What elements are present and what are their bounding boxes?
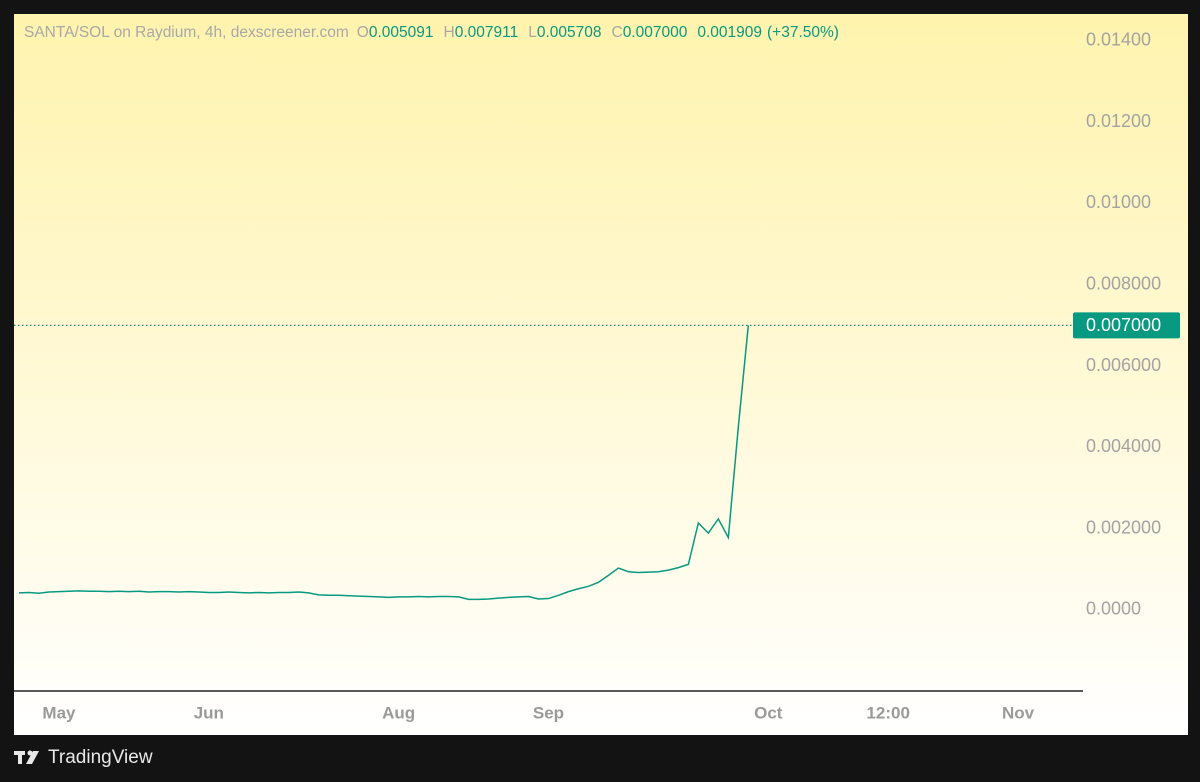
x-tick-label: Oct [754,703,783,722]
y-tick-label: 0.008000 [1086,273,1161,293]
title: SANTA/SOL on Raydium, 4h, dexscreener.co… [24,24,349,41]
y-tick-label: 0.002000 [1086,517,1161,537]
y-tick-label: 0.01400 [1086,30,1151,50]
ohlc-key: H [443,24,455,41]
x-tick-label: Aug [382,703,415,722]
y-tick-label: 0.01000 [1086,192,1151,212]
y-tick-label: 0.01200 [1086,111,1151,131]
ohlc-value: 0.005708 [536,24,602,41]
chart-background [14,14,1188,735]
legend-header: SANTA/SOL on Raydium, 4h, dexscreener.co… [24,24,849,42]
ohlc-key: O [356,24,369,41]
ohlc-key: L [528,24,537,41]
current-price-label: 0.007000 [1086,315,1161,335]
x-tick-label: Sep [533,703,564,722]
watermark: TradingView [48,747,153,768]
ohlc-value: 0.007911 [454,24,519,41]
ohlc-value: 0.005091 [368,24,434,41]
logo [14,750,39,764]
y-tick-label: 0.006000 [1086,355,1161,375]
x-tick-label: Nov [1002,703,1035,722]
current-price-box [1073,312,1180,339]
y-tick-label: 0.004000 [1086,436,1161,456]
price-line [18,325,750,601]
change: 0.001909 [697,24,762,41]
y-tick-label: 0.0000 [1086,599,1141,619]
ohlc: O0.005091 H0.007911 L0.005708 C0.007000 [357,24,698,41]
x-tick-label: May [42,703,76,722]
ohlc-value: 0.007000 [622,24,688,41]
x-tick-label: 12:00 [866,703,909,722]
change-pct: (+37.50%) [767,24,839,41]
x-tick-label: Jun [194,703,224,722]
ohlc-key: C [611,24,623,41]
